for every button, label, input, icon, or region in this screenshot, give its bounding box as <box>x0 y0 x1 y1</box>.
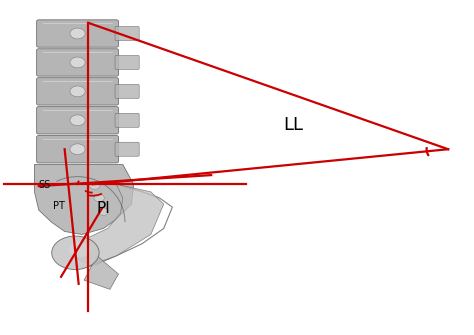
Circle shape <box>70 115 85 126</box>
Text: LL: LL <box>283 116 303 134</box>
Circle shape <box>70 86 85 97</box>
Circle shape <box>98 208 109 215</box>
Circle shape <box>52 236 99 270</box>
Text: SS: SS <box>38 180 50 190</box>
Polygon shape <box>78 184 164 265</box>
FancyBboxPatch shape <box>115 142 139 156</box>
Circle shape <box>70 144 85 154</box>
FancyBboxPatch shape <box>36 20 118 47</box>
FancyBboxPatch shape <box>115 26 139 41</box>
FancyBboxPatch shape <box>36 107 118 134</box>
FancyBboxPatch shape <box>36 136 118 163</box>
Circle shape <box>90 182 100 189</box>
FancyBboxPatch shape <box>115 84 139 98</box>
FancyBboxPatch shape <box>115 55 139 69</box>
Circle shape <box>70 28 85 39</box>
Circle shape <box>69 242 91 257</box>
FancyBboxPatch shape <box>36 78 118 105</box>
Polygon shape <box>35 164 134 234</box>
Text: PI: PI <box>97 201 111 216</box>
Circle shape <box>94 194 104 202</box>
FancyBboxPatch shape <box>115 113 139 127</box>
FancyBboxPatch shape <box>36 49 118 76</box>
Polygon shape <box>84 256 118 289</box>
Text: PT: PT <box>53 201 64 211</box>
Circle shape <box>70 57 85 68</box>
